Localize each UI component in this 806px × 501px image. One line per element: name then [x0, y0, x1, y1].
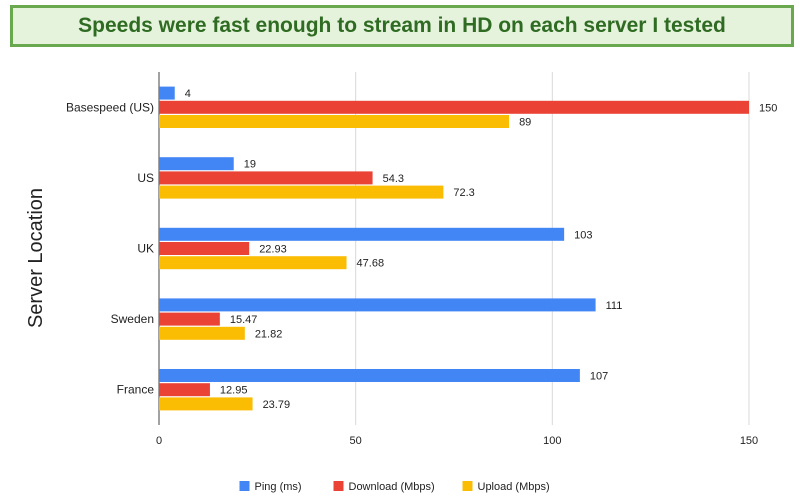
- x-tick-label: 150: [740, 435, 758, 447]
- bar-basespeed-us-ping: [159, 86, 175, 100]
- y-axis-label: Server Location: [25, 188, 47, 328]
- data-label: 12.95: [220, 385, 248, 397]
- x-tick-label: 100: [543, 435, 561, 447]
- legend-swatch-ping: [239, 481, 250, 491]
- bar-uk-ping: [159, 227, 565, 241]
- category-label: UK: [137, 242, 154, 256]
- legend-label: Download (Mbps): [349, 481, 435, 493]
- data-label: 54.3: [383, 173, 404, 185]
- legend-label: Upload (Mbps): [478, 481, 550, 493]
- x-tick-labels: 0 50 100 150: [156, 435, 758, 447]
- legend-swatch-download: [333, 481, 344, 491]
- bar-uk-upload: [159, 256, 347, 270]
- data-label: 21.82: [255, 328, 283, 340]
- data-label: 23.79: [263, 399, 291, 411]
- data-label: 19: [244, 159, 256, 171]
- data-label: 22.93: [259, 244, 287, 256]
- data-label: 107: [590, 371, 608, 383]
- x-tick-label: 0: [156, 435, 162, 447]
- bar-sweden-upload: [159, 326, 245, 340]
- data-label: 103: [574, 229, 592, 241]
- category-label: France: [117, 383, 155, 397]
- category-label: Sweden: [111, 312, 154, 326]
- bar-france-upload: [159, 397, 253, 411]
- data-label: 72.3: [453, 187, 474, 199]
- bar-us-ping: [159, 157, 234, 171]
- data-label: 89: [519, 117, 531, 129]
- legend: Ping (ms) Download (Mbps) Upload (Mbps): [239, 481, 550, 493]
- x-tick-label: 50: [350, 435, 362, 447]
- bar-basespeed-us-upload: [159, 115, 510, 128]
- legend-swatch-upload: [462, 481, 473, 491]
- bars: [159, 86, 749, 411]
- data-label: 111: [606, 300, 623, 312]
- data-label: 150: [759, 102, 777, 114]
- bar-france-ping: [159, 369, 580, 382]
- category-label: US: [137, 171, 154, 185]
- bar-uk-download: [159, 242, 250, 255]
- data-labels: 4 150 89 19 54.3 72.3 103 22.93 47.68 111 15.47 21.…: [185, 88, 778, 411]
- bar-sweden-download: [159, 312, 220, 326]
- category-label: Basespeed (US): [66, 100, 154, 114]
- title-banner: Speeds were fast enough to stream in HD …: [10, 5, 794, 47]
- chart-title: Speeds were fast enough to stream in HD …: [78, 14, 726, 37]
- data-label: 47.68: [357, 258, 385, 270]
- bar-france-download: [159, 383, 210, 397]
- category-labels: Basespeed (US) US UK Sweden France: [66, 100, 154, 396]
- bar-us-upload: [159, 185, 444, 199]
- legend-label: Ping (ms): [255, 481, 302, 493]
- bar-sweden-ping: [159, 298, 596, 312]
- data-label: 4: [185, 88, 191, 100]
- data-label: 15.47: [230, 314, 258, 326]
- bar-basespeed-us-download: [159, 100, 749, 114]
- bar-us-download: [159, 171, 373, 185]
